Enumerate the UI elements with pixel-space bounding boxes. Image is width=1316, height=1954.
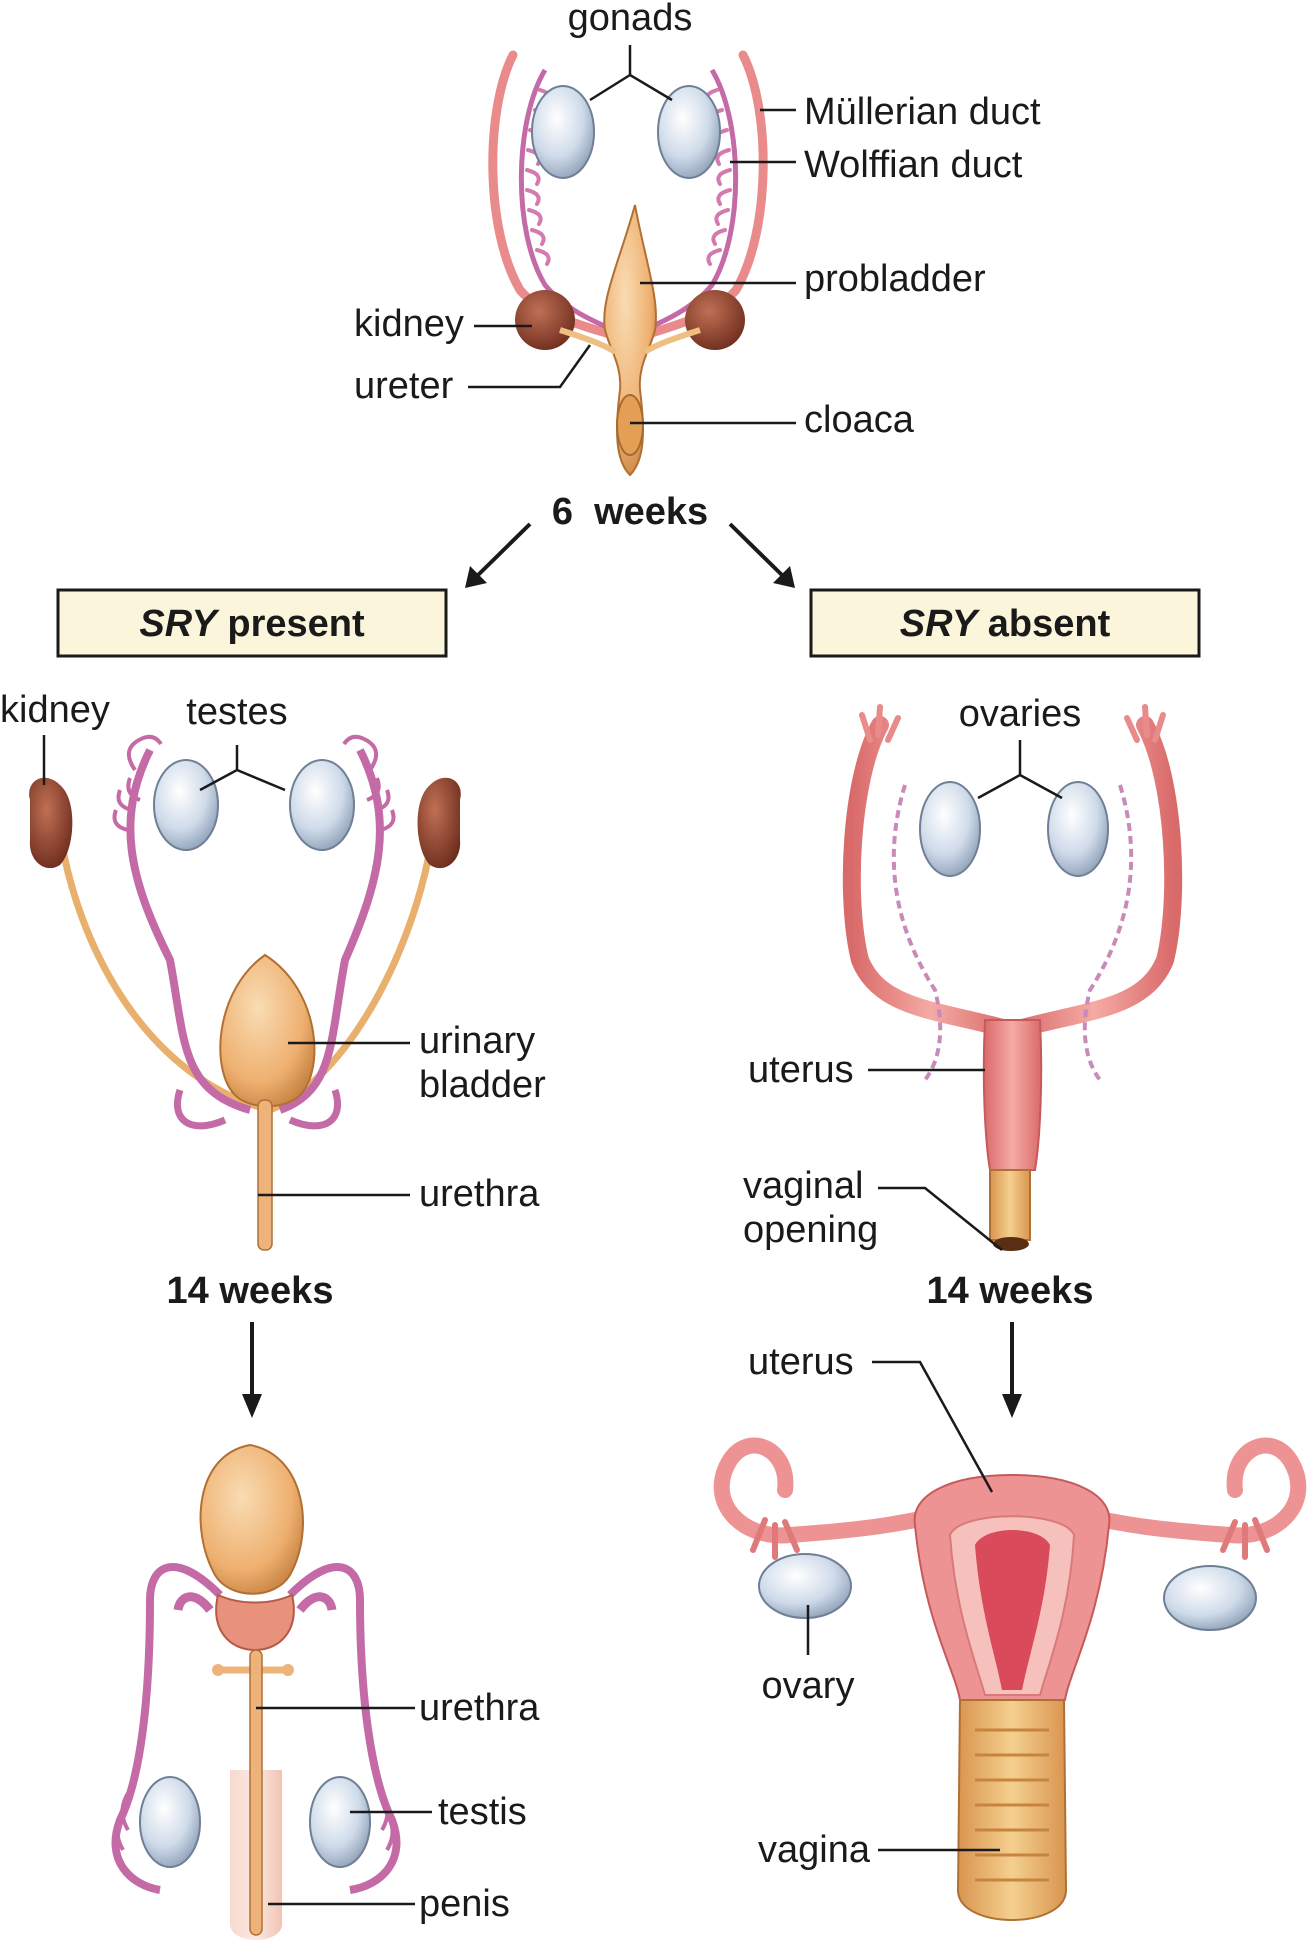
label-testes: testes [186, 691, 287, 733]
label-testis: testis [438, 1791, 527, 1833]
label-urethra-adult: urethra [419, 1687, 540, 1729]
label-wolffian-duct: Wolffian duct [804, 144, 1023, 186]
label-ovaries: ovaries [959, 693, 1082, 735]
label-kidney-top: kidney [354, 303, 464, 345]
female-adult-illustration [713, 1437, 1307, 1921]
sry-present-box: SRY present [56, 588, 448, 658]
sry-present-gene: SRY [139, 603, 220, 645]
female-14-week-illustration [842, 704, 1183, 1251]
sry-present-word: present [217, 603, 365, 645]
label-ovary: ovary [762, 1665, 855, 1707]
label-bladder: bladder [419, 1064, 546, 1106]
indifferent-stage-illustration [488, 50, 768, 477]
label-probladder: probladder [804, 258, 986, 300]
label-vagina: vagina [758, 1829, 871, 1871]
label-penis: penis [419, 1883, 510, 1925]
sry-absent-gene: SRY [900, 603, 981, 645]
label-ureter: ureter [354, 365, 454, 407]
branch-arrow-right [728, 522, 795, 588]
branch-arrow-left [465, 522, 532, 588]
svg-text:SRY present: SRY present [139, 603, 365, 645]
label-urinary: urinary [419, 1020, 535, 1062]
male-adult-illustration [111, 1443, 401, 1940]
label-urethra-male: urethra [419, 1173, 540, 1215]
male-14-week-illustration [29, 734, 461, 1251]
arrow-down-male [242, 1322, 262, 1418]
label-kidney-male: kidney [0, 689, 110, 731]
label-mullerian-duct: Müllerian duct [804, 91, 1041, 133]
stage-label-male-14-weeks: 14 weeks [167, 1270, 334, 1312]
svg-text:SRY absent: SRY absent [900, 603, 1111, 645]
label-cloaca: cloaca [804, 399, 915, 441]
label-uterus-adult: uterus [748, 1341, 854, 1383]
stage-label-female-14-weeks: 14 weeks [927, 1270, 1094, 1312]
sry-absent-word: absent [977, 603, 1110, 645]
label-opening: opening [743, 1209, 878, 1251]
stage-label-6-weeks: 6 weeks [552, 491, 708, 533]
label-gonads: gonads [568, 0, 693, 39]
arrow-down-female [1002, 1322, 1022, 1418]
sry-absent-box: SRY absent [809, 588, 1201, 658]
label-vaginal: vaginal [743, 1165, 863, 1207]
label-uterus-14w: uterus [748, 1049, 854, 1091]
